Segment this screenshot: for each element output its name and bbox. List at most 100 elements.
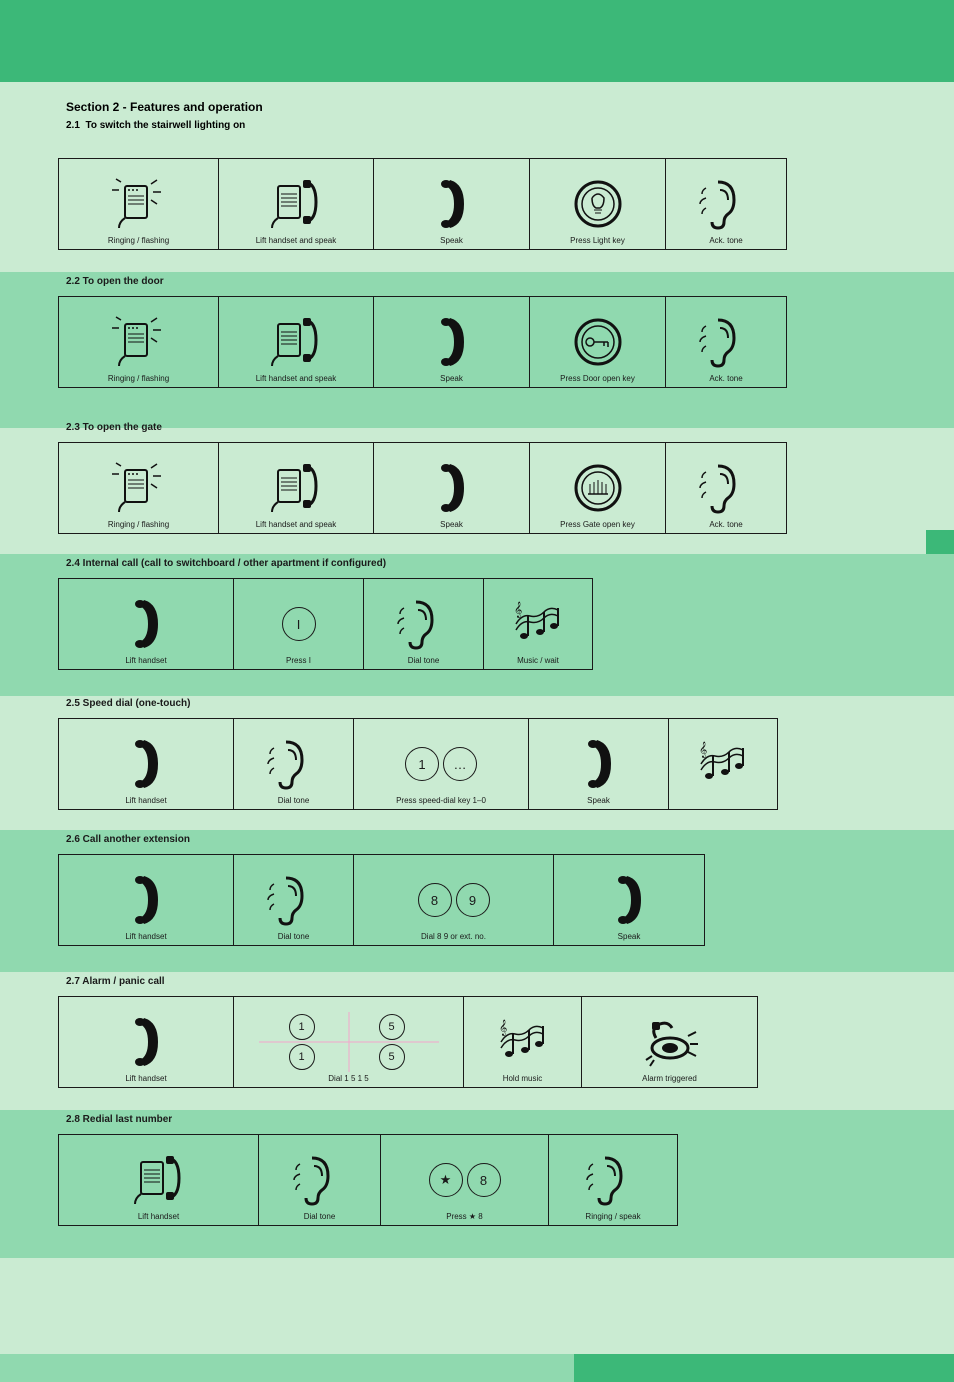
talk-icon bbox=[424, 460, 480, 516]
step-row: Lift handsetIPress IDial toneMusic / wai… bbox=[58, 578, 593, 670]
ear-icon bbox=[585, 1152, 641, 1208]
step-caption: Lift handset bbox=[59, 1075, 233, 1084]
talk-icon bbox=[118, 1014, 174, 1070]
alarm-icon bbox=[642, 1014, 698, 1070]
step-caption: Alarm triggered bbox=[582, 1075, 757, 1084]
step-cell: Press Light key bbox=[530, 159, 666, 249]
step-cell: Dial tone bbox=[364, 579, 484, 669]
step-cell: Music / wait bbox=[484, 579, 592, 669]
step-cell: Dial tone bbox=[234, 719, 354, 809]
step-caption: Music / wait bbox=[484, 657, 592, 666]
step-cell: Ack. tone bbox=[666, 297, 786, 387]
step-caption: Lift handset and speak bbox=[219, 521, 373, 530]
step-caption: Lift handset bbox=[59, 657, 233, 666]
step-cell: Ringing / speak bbox=[549, 1135, 677, 1225]
footer-light bbox=[0, 1354, 574, 1382]
dial-key: I bbox=[282, 607, 316, 641]
step-cell: Hold music bbox=[464, 997, 582, 1087]
dial-key: 9 bbox=[456, 883, 490, 917]
ring-lamp-icon bbox=[570, 176, 626, 232]
step-caption: Ack. tone bbox=[666, 521, 786, 530]
dial-key: 8 bbox=[418, 883, 452, 917]
step-cell: Dial tone bbox=[259, 1135, 381, 1225]
step-cell: Lift handset and speak bbox=[219, 297, 374, 387]
dial-key: ★ bbox=[429, 1163, 463, 1197]
ear-icon bbox=[266, 872, 322, 928]
dial-key: 1 bbox=[405, 747, 439, 781]
step-cell: Dial tone bbox=[234, 855, 354, 945]
step-cell: ★8 Press ★ 8 bbox=[381, 1135, 549, 1225]
ring-gate-icon bbox=[570, 460, 626, 516]
step-cell: Lift handset bbox=[59, 997, 234, 1087]
step-caption: Speak bbox=[374, 237, 529, 246]
step-caption: Ack. tone bbox=[666, 237, 786, 246]
step-cell: Ringing / flashing bbox=[59, 159, 219, 249]
step-cell: 89 Dial 8 9 or ext. no. bbox=[354, 855, 554, 945]
step-cell: Ack. tone bbox=[666, 159, 786, 249]
step-cell: Press Door open key bbox=[530, 297, 666, 387]
music-icon bbox=[495, 1014, 551, 1070]
step-cell: Speak bbox=[374, 159, 530, 249]
dial-key: 8 bbox=[467, 1163, 501, 1197]
step-cell: Lift handset bbox=[59, 1135, 259, 1225]
talk-icon bbox=[424, 176, 480, 232]
step-caption: Press ★ 8 bbox=[381, 1213, 548, 1222]
section-title: 2.4 Internal call (call to switchboard /… bbox=[66, 558, 386, 569]
page-subtitle: 2.1 To switch the stairwell lighting on bbox=[66, 120, 245, 131]
ear-icon bbox=[698, 460, 754, 516]
phone-lift-icon bbox=[131, 1152, 187, 1208]
phone-lift-icon bbox=[268, 460, 324, 516]
footer-bar bbox=[574, 1354, 954, 1382]
step-cell: Speak bbox=[554, 855, 704, 945]
step-cell: Press Gate open key bbox=[530, 443, 666, 533]
step-icon-slot bbox=[669, 719, 777, 809]
step-caption: Press Gate open key bbox=[530, 521, 665, 530]
ear-icon bbox=[698, 176, 754, 232]
talk-icon bbox=[118, 736, 174, 792]
step-cell: Ringing / flashing bbox=[59, 443, 219, 533]
step-row: Ringing / flashingLift handset and speak… bbox=[58, 296, 787, 388]
step-caption: Ack. tone bbox=[666, 375, 786, 384]
step-caption: Speak bbox=[374, 375, 529, 384]
step-caption: Dial tone bbox=[234, 933, 353, 942]
step-row: Ringing / flashingLift handset and speak… bbox=[58, 158, 787, 250]
section-title: 2.5 Speed dial (one-touch) bbox=[66, 698, 190, 709]
step-cell: Lift handset bbox=[59, 855, 234, 945]
step-cell: Lift handset bbox=[59, 579, 234, 669]
talk-icon bbox=[571, 736, 627, 792]
phone-ring-icon bbox=[111, 460, 167, 516]
section-title: 2.7 Alarm / panic call bbox=[66, 976, 165, 987]
step-caption: Speak bbox=[529, 797, 668, 806]
step-cell: Alarm triggered bbox=[582, 997, 757, 1087]
step-cell bbox=[669, 719, 777, 809]
step-caption: Dial 8 9 or ext. no. bbox=[354, 933, 553, 942]
step-cell: Lift handset and speak bbox=[219, 443, 374, 533]
ear-icon bbox=[292, 1152, 348, 1208]
step-caption: Press speed-dial key 1–0 bbox=[354, 797, 528, 806]
step-caption: Dial tone bbox=[234, 797, 353, 806]
step-caption: Lift handset bbox=[59, 797, 233, 806]
step-caption: Ringing / flashing bbox=[59, 237, 218, 246]
ring-key-icon bbox=[570, 314, 626, 370]
step-cell: 1…Press speed-dial key 1–0 bbox=[354, 719, 529, 809]
section-title: 2.2 To open the door bbox=[66, 276, 164, 287]
step-row: Ringing / flashingLift handset and speak… bbox=[58, 442, 787, 534]
page-title: Section 2 - Features and operation bbox=[66, 100, 263, 114]
ear-icon bbox=[396, 596, 452, 652]
phone-ring-icon bbox=[111, 314, 167, 370]
step-caption: Speak bbox=[374, 521, 529, 530]
step-caption: Press Light key bbox=[530, 237, 665, 246]
phone-lift-icon bbox=[268, 314, 324, 370]
step-caption: Ringing / speak bbox=[549, 1213, 677, 1222]
music-icon bbox=[695, 736, 751, 792]
phone-lift-icon bbox=[268, 176, 324, 232]
talk-icon bbox=[118, 596, 174, 652]
step-row: Lift handsetDial tone ★8 Press ★ 8Ringing … bbox=[58, 1134, 678, 1226]
dial-key: 5 bbox=[379, 1044, 405, 1070]
step-cell: 1 5 1 5 Dial 1 5 1 5 bbox=[234, 997, 464, 1087]
section-title: 2.6 Call another extension bbox=[66, 834, 190, 845]
step-caption: Lift handset and speak bbox=[219, 237, 373, 246]
step-caption: Ringing / flashing bbox=[59, 521, 218, 530]
section-title: 2.3 To open the gate bbox=[66, 422, 162, 433]
dial-grid: 1 5 1 5 bbox=[259, 1012, 439, 1072]
